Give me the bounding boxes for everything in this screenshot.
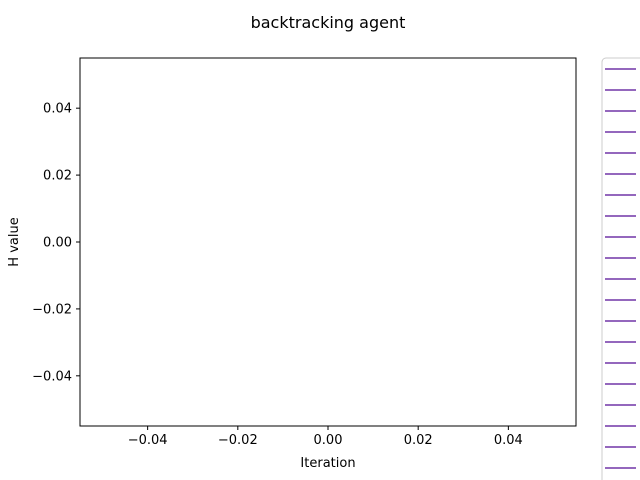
plot-area [79, 57, 577, 427]
y-tick-label: 0.00 [43, 236, 72, 251]
legend [601, 57, 640, 480]
x-tick-label: 0.04 [494, 433, 523, 448]
legend-frame [601, 57, 640, 480]
x-axis: −0.04 −0.02 0.00 0.02 0.04 [128, 426, 523, 448]
x-axis-label: Iteration [300, 456, 355, 471]
x-tick-label: 0.02 [404, 433, 433, 448]
chart-title: backtracking agent [251, 13, 406, 32]
x-tick-label: −0.04 [128, 433, 168, 448]
y-axis-label: H value [7, 217, 22, 266]
y-tick-label: −0.02 [32, 302, 72, 317]
y-tick-label: 0.04 [43, 102, 72, 117]
x-tick-label: −0.02 [218, 433, 258, 448]
x-tick-label: 0.00 [314, 433, 343, 448]
y-tick-label: 0.02 [43, 169, 72, 184]
y-tick-label: −0.04 [32, 369, 72, 384]
y-axis: −0.04 −0.02 0.00 0.02 0.04 [32, 102, 80, 384]
